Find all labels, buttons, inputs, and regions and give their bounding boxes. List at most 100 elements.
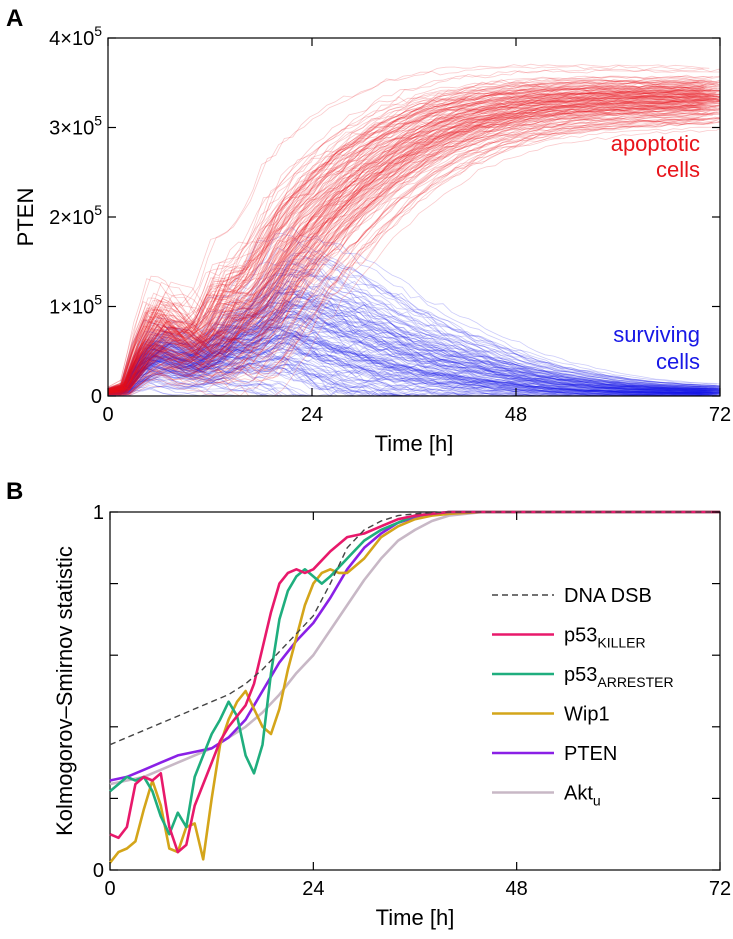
trace-line (108, 96, 720, 392)
trace-line (108, 97, 720, 392)
trace-line (108, 340, 714, 396)
trace-line (108, 93, 712, 392)
x-tick-label: 0 (102, 404, 113, 426)
trace-line (108, 307, 720, 392)
trace-line (108, 304, 706, 392)
trace-line (108, 92, 717, 392)
trace-line (108, 310, 720, 392)
trace-line (108, 83, 707, 390)
trace-line (108, 334, 720, 394)
trace-line (108, 294, 708, 391)
trace-line (108, 84, 704, 390)
x-ticks: 0 24 48 72 (104, 512, 731, 900)
trace-line (108, 117, 720, 395)
trace-line (108, 75, 713, 389)
x-ticks: 0 24 48 72 (102, 38, 731, 426)
trace-line (108, 371, 720, 396)
trace-line (108, 320, 702, 393)
trace-line (108, 361, 720, 396)
trace-line (108, 104, 707, 393)
trace-line (108, 299, 707, 392)
trace-line (108, 79, 720, 390)
trace-line (108, 87, 720, 391)
y-tick-label: 3×105 (49, 113, 102, 140)
trace-line (108, 379, 720, 396)
trace-line (108, 102, 700, 393)
trace-line (108, 338, 720, 395)
trace-line (108, 385, 720, 396)
trace-line (108, 89, 720, 391)
trace-line (108, 335, 708, 394)
trace-line (108, 79, 718, 390)
panel-b-label: B (6, 478, 23, 505)
trace-line (108, 108, 720, 394)
trace-line (108, 82, 717, 390)
legend-item: PTEN (492, 743, 617, 765)
trace-line (108, 108, 717, 394)
trace-line (108, 94, 718, 392)
trace-line (108, 87, 704, 391)
trace-line (108, 87, 717, 391)
trace-line (108, 114, 713, 395)
trace-line (108, 116, 720, 395)
trace-line (108, 78, 712, 390)
chart-b: 0 24 48 72 01 Time [h] Kolmogorov–Smirnov s… (52, 502, 731, 930)
trace-line (108, 364, 720, 396)
trace-line (108, 111, 720, 394)
trace-line (108, 79, 699, 390)
trace-line (108, 324, 704, 393)
trace-line (108, 97, 720, 392)
trace-line (108, 301, 713, 391)
trace-line (108, 284, 706, 391)
trace-line (108, 334, 720, 394)
trace-line (108, 110, 711, 394)
trace-line (108, 116, 720, 395)
trace-line (108, 92, 720, 391)
trace-line (108, 302, 719, 392)
trace-line (108, 89, 720, 391)
trace-line (108, 355, 720, 396)
trace-line (108, 86, 702, 390)
annotation-surviving-line1: surviving (613, 322, 700, 347)
x-tick-label: 48 (505, 404, 527, 426)
trace-line (108, 86, 707, 391)
trace-line (108, 234, 701, 389)
trace-line (108, 310, 711, 392)
trace-line (108, 328, 709, 394)
trace-line (108, 333, 720, 395)
trace-line (108, 294, 720, 391)
trace-line (108, 337, 720, 396)
trace-line (108, 86, 705, 391)
trace-line (108, 82, 720, 390)
trace-line (108, 311, 720, 393)
trace-line (108, 363, 720, 396)
trace-line (108, 342, 720, 396)
trace-line (108, 345, 717, 396)
trace-line (108, 105, 718, 393)
trace-line (108, 333, 720, 394)
trace-line (108, 300, 720, 392)
trace-line (108, 377, 712, 396)
trace-line (108, 326, 713, 393)
trace-line (108, 328, 720, 394)
trace-line (108, 363, 720, 396)
annotation-apoptotic-line2: cells (656, 157, 700, 182)
trace-line (108, 271, 720, 390)
trace-line (108, 94, 701, 392)
trace-line (108, 267, 720, 390)
trace-line (108, 96, 720, 392)
trace-line (108, 352, 720, 396)
trace-line (108, 297, 720, 392)
trace-line (108, 96, 720, 392)
trace-line (108, 91, 716, 391)
panel-a-label: A (6, 5, 23, 32)
trace-line (108, 89, 720, 391)
trace-line (108, 107, 704, 393)
trace-line (108, 313, 720, 392)
trace-line (108, 366, 720, 396)
trace-line (108, 102, 720, 393)
trace-line (108, 93, 715, 392)
trace-line (108, 95, 702, 392)
trace-line (108, 65, 704, 388)
trace-line (108, 88, 713, 391)
